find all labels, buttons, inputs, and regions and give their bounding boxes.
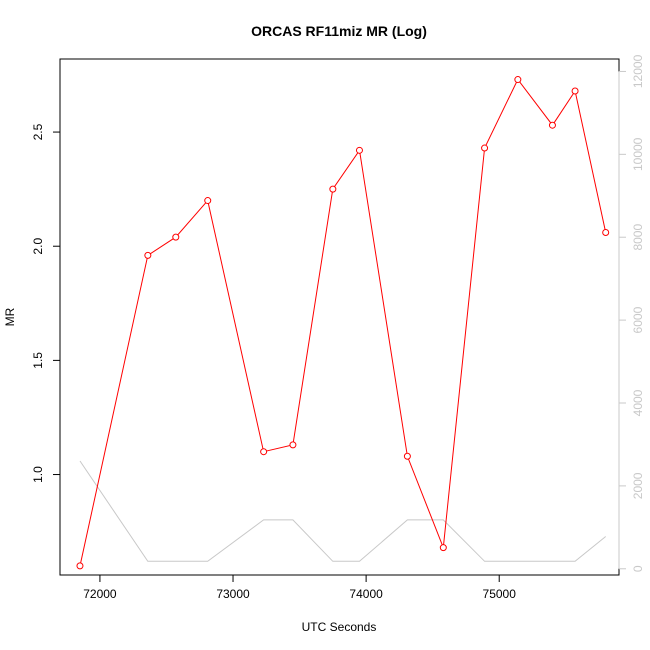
y2-tick-label: 8000 <box>631 224 645 251</box>
data-point <box>204 197 212 205</box>
chart-title: ORCAS RF11miz MR (Log) <box>251 23 427 39</box>
data-point <box>439 544 447 552</box>
data-point <box>172 233 180 241</box>
y-tick-label: 2.0 <box>31 238 45 255</box>
data-point <box>329 185 337 193</box>
y2-tick-label: 12000 <box>631 54 645 88</box>
y2-tick-label: 2000 <box>631 472 645 499</box>
data-point <box>260 448 268 456</box>
data-point <box>481 144 489 152</box>
data-point <box>355 146 363 154</box>
data-point <box>602 229 610 237</box>
data-point <box>514 76 522 84</box>
data-point <box>144 251 152 259</box>
x-tick-label: 73000 <box>216 587 250 601</box>
x-axis: 72000 73000 74000 75000 <box>83 574 517 601</box>
y-axis-label: MR <box>3 307 17 326</box>
x-tick-label: 72000 <box>83 587 117 601</box>
y-tick-label: 1.5 <box>31 352 45 369</box>
x-tick-label: 74000 <box>349 587 383 601</box>
data-point <box>403 452 411 460</box>
series-line-left <box>79 78 607 567</box>
data-point <box>571 87 579 95</box>
y2-tick-label: 10000 <box>631 137 645 171</box>
data-point <box>289 441 297 449</box>
x-axis-label: UTC Seconds <box>302 620 377 634</box>
y-axis-left: 1.0 1.5 2.0 2.5 <box>31 123 61 483</box>
y-axis-right: 0 2000 4000 6000 8000 10000 12000 <box>618 54 645 572</box>
series-line-right <box>79 460 607 562</box>
plot-frame <box>59 58 620 576</box>
y2-tick-label: 6000 <box>631 306 645 333</box>
y-tick-label: 1.0 <box>31 466 45 483</box>
data-point <box>76 562 84 570</box>
x-tick-label: 75000 <box>483 587 517 601</box>
y2-tick-label: 4000 <box>631 389 645 416</box>
y-tick-label: 2.5 <box>31 123 45 140</box>
y2-tick-label: 0 <box>631 565 645 572</box>
series-layer <box>76 76 610 570</box>
data-point <box>548 121 556 129</box>
